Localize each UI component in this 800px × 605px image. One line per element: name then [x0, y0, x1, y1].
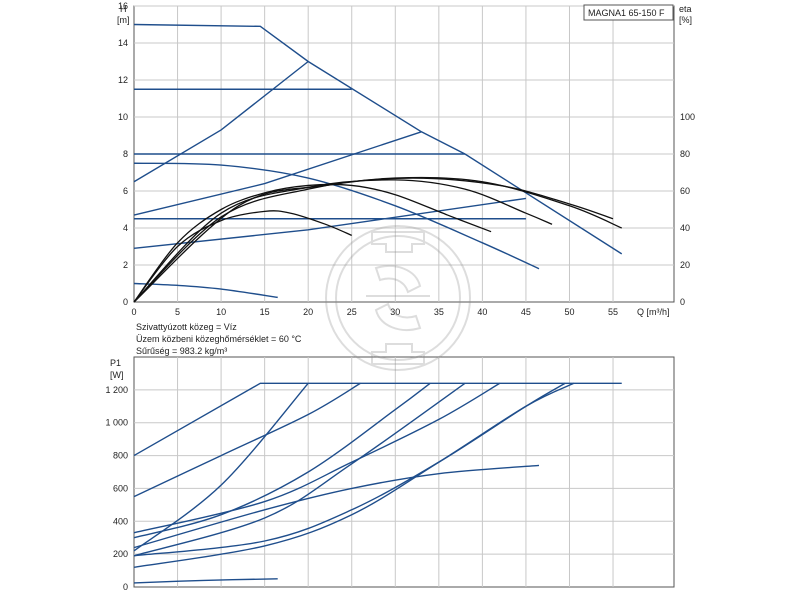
top-y2-tick-label: 100	[680, 112, 695, 122]
top-x-tick-label: 40	[477, 307, 487, 317]
bottom-y-tick-label: 400	[113, 516, 128, 526]
power-flow-chart: 0 200 400 600 800 1 000 1 200 P1 [W]	[105, 356, 675, 592]
top-x-tick-label: 30	[390, 307, 400, 317]
head-curve	[133, 197, 527, 250]
top-y2-tick-label: 80	[680, 149, 690, 159]
y2-axis-unit-eta: [%]	[679, 15, 692, 25]
top-x-tick-label: 15	[260, 307, 270, 317]
bottom-y-tick-label: 600	[113, 483, 128, 493]
top-y-tick-label: 14	[118, 38, 128, 48]
fluid-note-temperature: Üzem közbeni közeghőmérséklet = 60 °C	[136, 334, 302, 344]
power-curve	[133, 578, 278, 584]
fluid-note-medium: Szivattyúzott közeg = Víz	[136, 322, 237, 332]
power-curve	[133, 382, 566, 557]
bottom-y-tick-label: 1 200	[105, 385, 128, 395]
top-y-ticks: 0 2 4 6 8 10 12 14 16	[118, 1, 128, 307]
power-curve	[133, 382, 466, 557]
pump-logo-watermark-icon	[325, 225, 471, 371]
y-axis-unit-h: [m]	[117, 15, 130, 25]
top-series	[133, 23, 623, 303]
bottom-y-tick-label: 800	[113, 451, 128, 461]
top-y-tick-label: 6	[123, 186, 128, 196]
fluid-notes: Szivattyúzott közeg = Víz Üzem közbeni k…	[136, 322, 302, 356]
y-axis-label-h: H	[120, 4, 127, 14]
top-y2-tick-label: 60	[680, 186, 690, 196]
model-label: MAGNA1 65-150 F	[588, 8, 665, 18]
y-axis-unit-p1: [W]	[110, 370, 124, 380]
top-y2-tick-label: 40	[680, 223, 690, 233]
x-axis-label-q: Q [m³/h]	[637, 307, 670, 317]
power-curve	[133, 382, 309, 552]
y2-axis-label-eta: eta	[679, 4, 692, 14]
head-curve	[133, 23, 623, 255]
top-x-tick-label: 0	[131, 307, 136, 317]
top-y-tick-label: 0	[123, 297, 128, 307]
efficiency-curve	[133, 177, 614, 303]
bottom-y-ticks: 0 200 400 600 800 1 000 1 200	[105, 385, 128, 592]
head-curve	[133, 60, 309, 183]
bottom-y-tick-label: 200	[113, 549, 128, 559]
bottom-grid	[134, 357, 674, 587]
top-x-tick-label: 10	[216, 307, 226, 317]
bottom-plot-frame	[133, 356, 675, 588]
power-curve	[133, 464, 540, 549]
top-y-tick-label: 2	[123, 260, 128, 270]
bottom-y-tick-label: 1 000	[105, 418, 128, 428]
efficiency-curve	[133, 179, 553, 303]
power-curve	[133, 382, 361, 498]
head-flow-chart: 0 5 10 15 20 25 30 35 40 45 50 55 0 2 4 6 8 10 12 14 16 0 20…	[117, 1, 695, 317]
top-x-tick-label: 5	[175, 307, 180, 317]
top-x-tick-label: 50	[564, 307, 574, 317]
power-curve	[133, 382, 431, 539]
model-label-box	[583, 4, 674, 21]
power-curve	[133, 382, 501, 534]
top-y-tick-label: 12	[118, 75, 128, 85]
efficiency-curve	[133, 183, 492, 303]
top-x-tick-label: 25	[347, 307, 357, 317]
top-y2-tick-label: 0	[680, 297, 685, 307]
top-y-tick-label: 10	[118, 112, 128, 122]
bottom-y-tick-label: 0	[123, 582, 128, 592]
top-x-ticks: 0 5 10 15 20 25 30 35 40 45 50 55	[131, 307, 618, 317]
top-y-tick-label: 4	[123, 223, 128, 233]
top-y2-tick-label: 20	[680, 260, 690, 270]
top-y-tick-label: 16	[118, 1, 128, 11]
y-axis-label-p1: P1	[110, 358, 121, 368]
efficiency-curve	[133, 210, 352, 303]
power-curve	[133, 382, 622, 457]
top-x-tick-label: 20	[303, 307, 313, 317]
power-curve	[133, 382, 575, 568]
top-y-tick-label: 8	[123, 149, 128, 159]
head-curve	[133, 131, 422, 216]
top-x-tick-label: 55	[608, 307, 618, 317]
top-y2-ticks: 0 20 40 60 80 100	[680, 112, 695, 307]
bottom-series	[133, 382, 622, 584]
top-grid	[134, 5, 674, 302]
top-x-tick-label: 35	[434, 307, 444, 317]
head-curve	[133, 162, 540, 270]
head-curve	[133, 282, 278, 299]
top-x-tick-label: 45	[521, 307, 531, 317]
fluid-note-density: Sűrűség = 983.2 kg/m³	[136, 346, 227, 356]
